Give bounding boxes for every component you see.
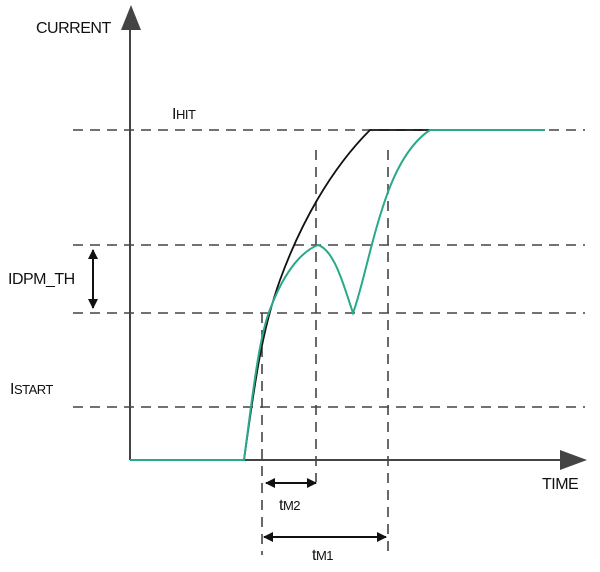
i-start-label: ISTART [10,381,53,398]
tm2-label: tM2 [279,497,301,514]
reference-current-curve [243,129,490,461]
y-axis-arrowhead [121,5,141,30]
x-axis-arrowhead [560,450,587,470]
y-axis-label: CURRENT [36,20,111,37]
tm1-label: tM1 [312,547,334,564]
i-hit-label: IHIT [172,106,196,123]
actual-current-curve [130,129,545,461]
idpm-th-label: IDPM_TH [8,271,75,288]
x-axis-label: TIME [542,476,579,493]
